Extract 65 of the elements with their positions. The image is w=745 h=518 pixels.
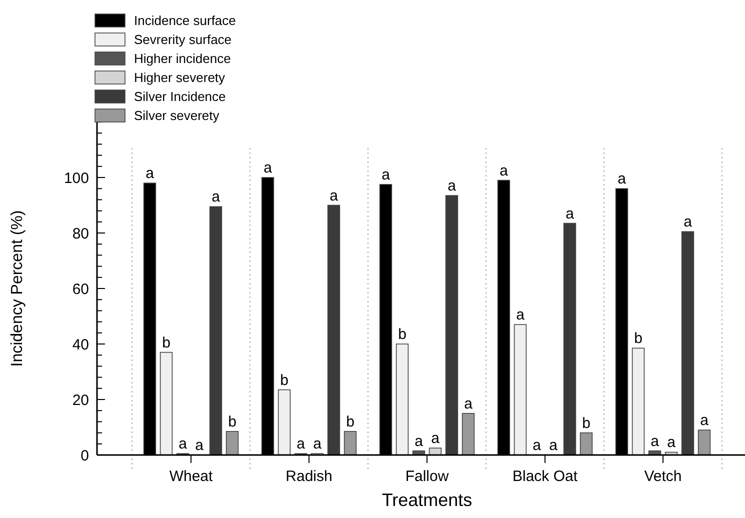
data-label: a	[212, 188, 221, 206]
data-label: b	[228, 413, 236, 430]
data-label: a	[313, 436, 322, 453]
y-tick-label: 0	[80, 447, 89, 464]
y-tick-label: 40	[72, 336, 89, 354]
data-label: a	[178, 436, 188, 453]
x-tick-label: Wheat	[169, 468, 214, 485]
legend-label: Silver Incidence	[134, 89, 226, 104]
data-label: a	[464, 395, 474, 412]
data-label: a	[684, 214, 693, 231]
data-label: a	[414, 432, 424, 450]
bar	[462, 412, 475, 456]
data-label: b	[280, 372, 288, 389]
bar	[681, 231, 694, 456]
data-label: a	[650, 432, 660, 450]
bar	[445, 195, 458, 456]
data-label: a	[330, 187, 339, 204]
data-label: b	[162, 334, 170, 352]
y-tick-label: 20	[72, 392, 89, 409]
data-label: b	[346, 413, 354, 430]
legend-label: Higher incidence	[134, 51, 231, 66]
bar	[226, 431, 239, 456]
data-label: a	[532, 437, 542, 454]
x-tick-label: Radish	[286, 468, 332, 485]
x-tick-label: Vetch	[644, 468, 682, 485]
y-tick-label: 80	[72, 225, 89, 242]
data-label: b	[398, 326, 406, 343]
x-axis-title: Treatments	[382, 490, 472, 510]
data-label: a	[667, 434, 676, 452]
data-label: a	[700, 412, 710, 430]
bar	[580, 432, 593, 456]
data-label: a	[516, 306, 526, 324]
bar	[278, 389, 291, 456]
data-label: a	[296, 436, 306, 453]
bar	[327, 204, 340, 456]
bar	[698, 430, 711, 456]
legend-label: Higher severety	[134, 70, 226, 85]
bar	[514, 324, 527, 456]
data-label: a	[549, 437, 558, 454]
bar	[632, 348, 645, 456]
legend-label: Incidence surface	[134, 13, 236, 28]
bar	[209, 206, 222, 456]
data-label: a	[618, 170, 627, 188]
x-tick-label: Fallow	[405, 468, 449, 485]
data-label: b	[582, 414, 590, 432]
y-tick-label: 100	[64, 170, 89, 187]
data-label: a	[431, 430, 440, 448]
bar	[160, 352, 173, 456]
data-label: a	[382, 166, 391, 184]
bar	[428, 448, 442, 456]
data-label: a	[448, 178, 457, 195]
data-label: a	[264, 160, 273, 176]
bar	[344, 431, 357, 456]
data-label: a	[195, 437, 204, 454]
bar	[396, 344, 409, 456]
data-label: a	[566, 205, 575, 222]
data-label: a	[500, 162, 509, 180]
legend-label: Silver severety	[134, 108, 220, 123]
legend-label: Sevrerity surface	[134, 32, 232, 47]
data-label: a	[146, 165, 155, 182]
y-axis-title: Incidency Percent (%)	[9, 210, 26, 367]
bar	[563, 222, 576, 456]
y-tick-label: 60	[72, 280, 89, 298]
x-tick-label: Black Oat	[512, 468, 578, 485]
data-label: b	[634, 330, 642, 348]
